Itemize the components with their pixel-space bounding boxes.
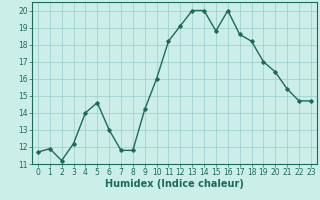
X-axis label: Humidex (Indice chaleur): Humidex (Indice chaleur) xyxy=(105,179,244,189)
